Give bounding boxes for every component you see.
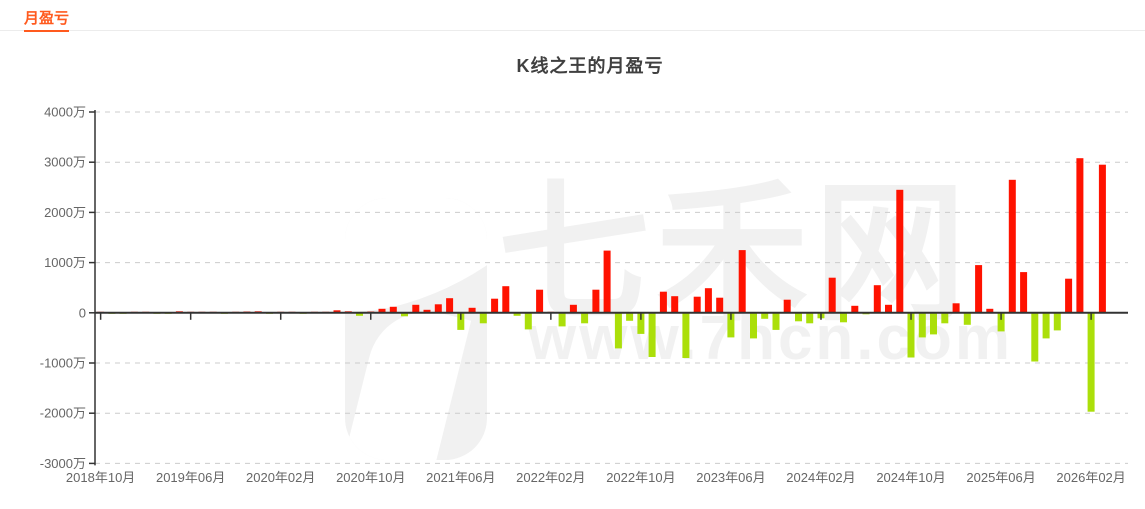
y-axis-label: 4000万 [44, 105, 86, 120]
x-axis-label: 2023年06月 [696, 470, 765, 485]
pnl-bar[interactable] [930, 312, 937, 335]
x-axis-label: 2026年02月 [1056, 470, 1125, 485]
pnl-bar[interactable] [536, 289, 544, 313]
pnl-bar[interactable] [750, 312, 757, 339]
pnl-bar[interactable] [1053, 312, 1061, 331]
x-axis-label: 2020年02月 [246, 470, 315, 485]
pnl-bar[interactable] [603, 250, 611, 313]
pnl-bar[interactable] [581, 312, 589, 324]
x-axis-label: 2022年02月 [516, 470, 585, 485]
pnl-bar[interactable] [1031, 312, 1039, 362]
pnl-bar[interactable] [1065, 278, 1073, 313]
pnl-bar[interactable] [795, 312, 802, 322]
pnl-bar[interactable] [614, 312, 622, 349]
section-divider [0, 0, 1145, 31]
pnl-bar[interactable] [356, 312, 363, 316]
pnl-bar[interactable] [693, 296, 701, 313]
pnl-bar[interactable] [513, 312, 521, 316]
y-axis-label: 1000万 [44, 255, 86, 270]
pnl-bar[interactable] [738, 250, 746, 313]
pnl-bar[interactable] [1076, 158, 1084, 313]
pnl-bar[interactable] [592, 289, 600, 313]
pnl-bar[interactable] [378, 308, 386, 313]
pnl-bar[interactable] [626, 312, 634, 321]
pnl-bar[interactable] [963, 312, 971, 325]
pnl-bar[interactable] [671, 296, 679, 313]
pnl-bar[interactable] [502, 286, 510, 313]
x-axis-label: 2020年10月 [336, 470, 405, 485]
pnl-bar[interactable] [761, 312, 769, 319]
pnl-bar[interactable] [412, 304, 420, 313]
pnl-bar[interactable] [682, 312, 690, 358]
y-axis-label: -2000万 [40, 406, 86, 421]
x-axis-label: 2024年02月 [786, 470, 855, 485]
pnl-bar[interactable] [569, 304, 577, 313]
pnl-bar[interactable] [704, 288, 712, 313]
pnl-bar[interactable] [997, 312, 1005, 332]
y-axis-label: -3000万 [40, 456, 86, 471]
pnl-bar[interactable] [389, 306, 397, 313]
pnl-bar[interactable] [401, 312, 408, 317]
pnl-bar[interactable] [434, 304, 442, 313]
pnl-bar[interactable] [840, 312, 847, 323]
pnl-bar[interactable] [952, 303, 960, 313]
x-axis-label: 2021年06月 [426, 470, 495, 485]
watermark-brand-text: 七禾网 [498, 169, 972, 339]
pnl-bar[interactable] [986, 308, 994, 313]
x-axis-label: 2024年10月 [876, 470, 945, 485]
pnl-bar[interactable] [1042, 312, 1050, 339]
pnl-bar[interactable] [558, 312, 566, 327]
pnl-bar[interactable] [457, 312, 465, 330]
pnl-bar[interactable] [907, 312, 915, 358]
pnl-bar[interactable] [648, 312, 656, 357]
pnl-bar[interactable] [716, 297, 724, 313]
pnl-bar[interactable] [783, 299, 791, 313]
pnl-bar[interactable] [1008, 179, 1016, 313]
y-axis-label: -1000万 [40, 356, 86, 371]
pnl-bar[interactable] [333, 310, 341, 313]
pnl-bar[interactable] [851, 305, 859, 313]
pnl-bar[interactable] [659, 291, 667, 313]
pnl-bar[interactable] [446, 298, 454, 313]
pnl-bar[interactable] [896, 189, 904, 313]
pnl-bar[interactable] [479, 312, 487, 324]
pnl-bar[interactable] [1087, 312, 1095, 412]
monthly-pnl-tab[interactable]: 月盈亏 [24, 7, 70, 32]
pnl-bar[interactable] [828, 277, 836, 313]
pnl-bar[interactable] [975, 265, 983, 313]
pnl-bar[interactable] [1020, 272, 1028, 313]
y-axis-label: 0 [79, 305, 86, 320]
pnl-bar[interactable] [423, 309, 431, 313]
pnl-bar[interactable] [918, 312, 926, 338]
pnl-bar[interactable] [637, 312, 645, 334]
pnl-bar[interactable] [873, 285, 881, 313]
pnl-bar[interactable] [806, 312, 814, 324]
pnl-bar[interactable] [941, 312, 949, 324]
y-axis-label: 2000万 [44, 205, 86, 220]
chart-title: K线之王的月盈亏 [516, 56, 664, 76]
pnl-bar[interactable] [524, 312, 532, 330]
x-axis-label: 2018年10月 [66, 470, 135, 485]
pnl-bar[interactable] [885, 304, 892, 313]
watermark-url-text: www.7hcn.com [528, 304, 1014, 373]
x-axis-label: 2025年06月 [966, 470, 1035, 485]
y-axis-label: 3000万 [44, 155, 86, 170]
pnl-bar[interactable] [491, 298, 499, 313]
x-axis-label: 2022年10月 [606, 470, 675, 485]
pnl-bar[interactable] [772, 312, 780, 330]
pnl-bar[interactable] [727, 312, 735, 338]
pnl-bar[interactable] [468, 307, 476, 313]
x-axis-label: 2019年06月 [156, 470, 225, 485]
pnl-bar[interactable] [1098, 164, 1106, 313]
